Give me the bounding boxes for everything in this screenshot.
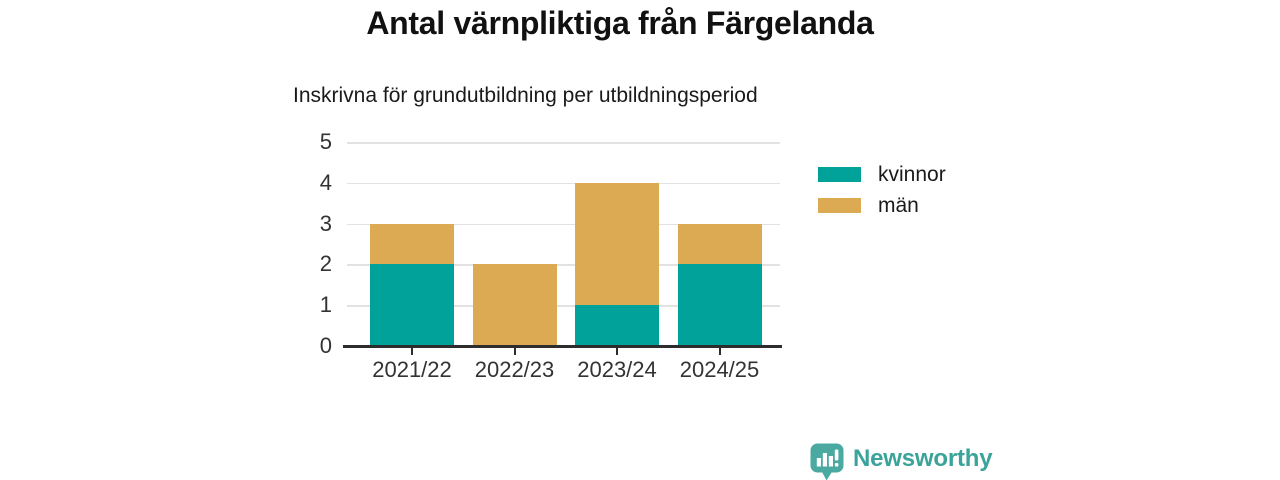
legend-label-kvinnor: kvinnor: [878, 162, 946, 186]
bar-segment-kvinnor-2023/24: [575, 305, 659, 346]
bar-segment-män-2024/25: [677, 223, 762, 265]
bar-segment-män-2022/23: [472, 264, 557, 346]
x-axis-tick: [411, 348, 413, 355]
x-axis-tick-label: 2021/22: [372, 357, 452, 382]
y-axis-tick-label: 0: [319, 333, 332, 358]
y-axis-tick-label: 5: [319, 129, 332, 154]
gridline-2: [347, 264, 780, 266]
x-axis-line: [343, 345, 782, 348]
x-axis-tick-label: 2024/25: [679, 357, 760, 382]
legend: kvinnor män: [818, 163, 946, 217]
chart-title: Antal värnpliktiga från Färgelanda: [366, 5, 874, 41]
chart-speech-bubble-icon: [810, 443, 844, 480]
legend-swatch-man: [818, 198, 861, 213]
legend-item-kvinnor: kvinnor: [818, 163, 946, 186]
gridline-4: [347, 182, 780, 185]
bar-segment-kvinnor-2021/22: [370, 264, 454, 346]
newsworthy-logo-text: Newsworthy: [853, 445, 993, 472]
y-axis-tick-label: 4: [319, 169, 332, 195]
y-axis-tick-label: 3: [319, 210, 332, 236]
x-axis-tick: [616, 348, 618, 355]
bar-segment-kvinnor-2024/25: [677, 264, 762, 346]
legend-label-man: män: [878, 193, 919, 217]
y-axis-tick-label: 2: [319, 251, 332, 277]
legend-item-man: män: [818, 194, 946, 217]
gridline-5: [347, 142, 780, 144]
newsworthy-logo: Newsworthy: [810, 442, 1010, 480]
chart-subtitle: Inskrivna för grundutbildning per utbild…: [293, 84, 758, 107]
bar-segment-män-2021/22: [370, 223, 454, 265]
bar-segment-män-2023/24: [575, 182, 659, 306]
x-axis-tick: [513, 348, 516, 355]
x-axis-tick-label: 2022/23: [474, 357, 555, 382]
x-axis-tick: [718, 348, 721, 355]
y-axis-tick-label: 1: [319, 292, 332, 318]
x-axis-tick-label: 2023/24: [577, 357, 657, 382]
gridline-3: [347, 223, 780, 226]
legend-swatch-kvinnor: [818, 167, 861, 182]
gridline-1: [347, 305, 780, 307]
